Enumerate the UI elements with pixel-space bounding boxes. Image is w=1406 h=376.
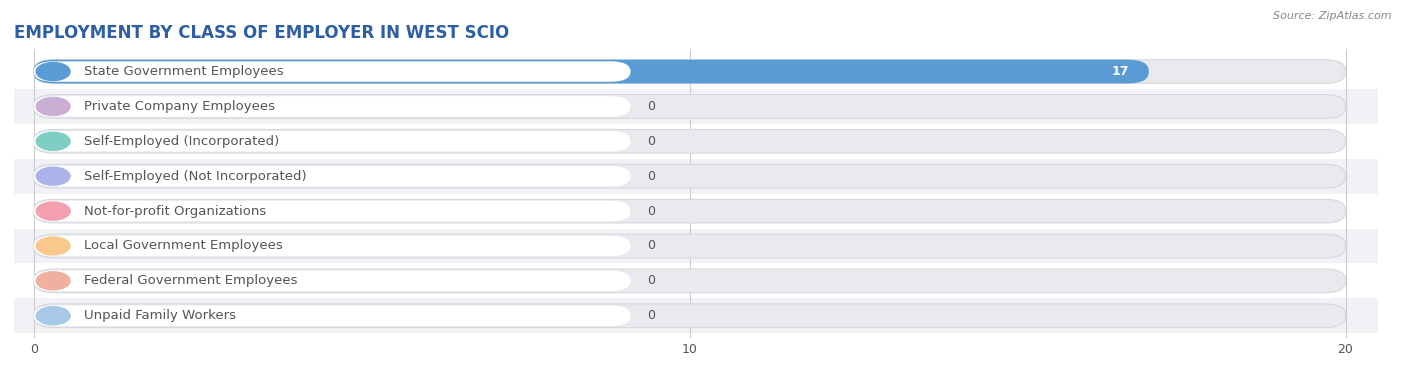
Text: State Government Employees: State Government Employees <box>84 65 284 78</box>
Text: 0: 0 <box>647 240 655 252</box>
Text: 0: 0 <box>647 170 655 183</box>
Text: Not-for-profit Organizations: Not-for-profit Organizations <box>84 205 266 218</box>
FancyBboxPatch shape <box>34 60 1346 83</box>
Text: 17: 17 <box>1112 65 1129 78</box>
Text: 0: 0 <box>647 135 655 148</box>
Circle shape <box>37 167 70 185</box>
FancyBboxPatch shape <box>34 96 631 117</box>
Text: Self-Employed (Incorporated): Self-Employed (Incorporated) <box>84 135 280 148</box>
Text: 0: 0 <box>647 205 655 218</box>
FancyBboxPatch shape <box>34 131 631 152</box>
FancyBboxPatch shape <box>1 194 1378 229</box>
FancyBboxPatch shape <box>34 234 1346 258</box>
Text: Self-Employed (Not Incorporated): Self-Employed (Not Incorporated) <box>84 170 307 183</box>
Circle shape <box>37 237 70 255</box>
Text: Source: ZipAtlas.com: Source: ZipAtlas.com <box>1274 11 1392 21</box>
Text: Unpaid Family Workers: Unpaid Family Workers <box>84 309 236 322</box>
FancyBboxPatch shape <box>1 124 1378 159</box>
Circle shape <box>37 202 70 220</box>
Circle shape <box>37 307 70 325</box>
FancyBboxPatch shape <box>34 164 1346 188</box>
FancyBboxPatch shape <box>1 264 1378 298</box>
Circle shape <box>37 62 70 80</box>
Text: 0: 0 <box>647 274 655 287</box>
Circle shape <box>37 97 70 115</box>
FancyBboxPatch shape <box>1 54 1378 89</box>
FancyBboxPatch shape <box>34 129 1346 153</box>
FancyBboxPatch shape <box>34 236 631 256</box>
Text: 0: 0 <box>647 309 655 322</box>
FancyBboxPatch shape <box>34 61 631 82</box>
FancyBboxPatch shape <box>34 95 1346 118</box>
Text: EMPLOYMENT BY CLASS OF EMPLOYER IN WEST SCIO: EMPLOYMENT BY CLASS OF EMPLOYER IN WEST … <box>14 24 509 42</box>
FancyBboxPatch shape <box>34 306 631 326</box>
FancyBboxPatch shape <box>34 166 631 186</box>
FancyBboxPatch shape <box>1 298 1378 333</box>
Text: Private Company Employees: Private Company Employees <box>84 100 276 113</box>
Text: Local Government Employees: Local Government Employees <box>84 240 283 252</box>
FancyBboxPatch shape <box>1 229 1378 264</box>
FancyBboxPatch shape <box>34 271 631 291</box>
FancyBboxPatch shape <box>34 269 1346 293</box>
Text: Federal Government Employees: Federal Government Employees <box>84 274 298 287</box>
FancyBboxPatch shape <box>34 201 631 221</box>
Circle shape <box>37 272 70 290</box>
FancyBboxPatch shape <box>34 199 1346 223</box>
FancyBboxPatch shape <box>34 304 1346 327</box>
Circle shape <box>37 132 70 150</box>
Text: 0: 0 <box>647 100 655 113</box>
FancyBboxPatch shape <box>1 159 1378 194</box>
FancyBboxPatch shape <box>1 89 1378 124</box>
FancyBboxPatch shape <box>34 60 1149 83</box>
